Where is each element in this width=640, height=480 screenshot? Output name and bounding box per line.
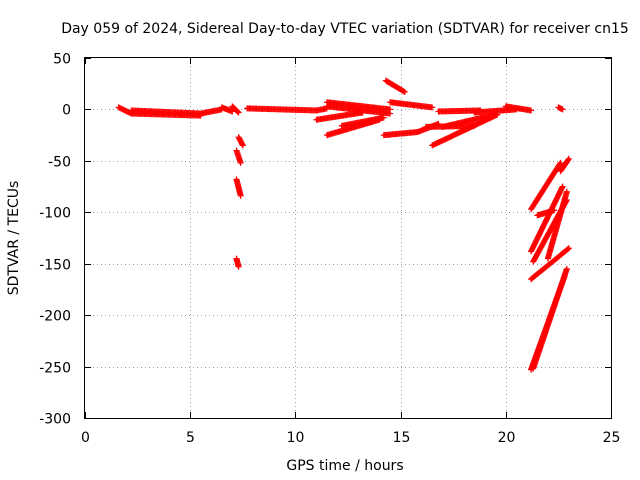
- data-point: [563, 265, 570, 272]
- axis-ticks: 0 5 10 15 20 25 -300 -250 -200 -150 -100 -50 0 50: [39, 52, 620, 447]
- y-tick-label: 50: [53, 52, 71, 68]
- x-tick-label: 15: [393, 430, 411, 446]
- data-series-segment: [530, 265, 570, 372]
- data-series-segment: [233, 176, 244, 199]
- data-point: [237, 159, 244, 166]
- data-series-segment: [528, 245, 572, 283]
- data-series-segment: [218, 104, 236, 115]
- data-series-segment: [382, 77, 408, 95]
- data-series-segment: [229, 103, 242, 116]
- data-series-segment: [128, 110, 204, 119]
- data-point: [557, 159, 564, 166]
- data-point: [563, 188, 570, 195]
- data-point: [528, 107, 535, 114]
- data-point: [234, 108, 241, 115]
- x-tick-label: 10: [287, 430, 305, 446]
- data-point: [237, 192, 244, 199]
- chart-title: Day 059 of 2024, Sidereal Day-to-day VTE…: [61, 21, 629, 37]
- y-tick-label: 0: [62, 103, 71, 119]
- data-point: [401, 88, 408, 95]
- data-series-segment: [557, 155, 572, 175]
- grid: [85, 58, 611, 418]
- y-tick-label: -300: [39, 412, 71, 428]
- data-point: [359, 109, 366, 116]
- y-tick-label: -100: [39, 206, 71, 222]
- data-point: [565, 155, 572, 162]
- data-series-segment: [544, 188, 570, 262]
- data-series-segment: [528, 159, 564, 213]
- y-tick-label: -200: [39, 309, 71, 325]
- data-series-segment: [313, 109, 366, 123]
- x-axis-label: GPS time / hours: [286, 458, 403, 474]
- data-point: [559, 106, 566, 113]
- data-series-segment: [380, 129, 421, 139]
- data-point: [235, 263, 242, 270]
- data-point: [235, 109, 242, 116]
- data-point: [551, 207, 558, 214]
- data-series-segment: [233, 147, 244, 166]
- data-series-segment: [235, 134, 246, 149]
- data-point: [239, 142, 246, 149]
- data-point: [564, 246, 571, 253]
- data-series-segment: [439, 111, 499, 130]
- data-series-segment: [338, 114, 387, 129]
- plot-frame: [84, 57, 612, 419]
- data-point: [429, 104, 436, 111]
- y-tick-label: -50: [48, 155, 71, 171]
- data-point: [387, 110, 394, 117]
- data-series-segment: [502, 103, 535, 114]
- data-series-segment: [555, 104, 566, 113]
- data-point: [559, 183, 566, 190]
- data-point: [380, 114, 387, 121]
- data-point: [556, 160, 563, 167]
- data-point: [565, 156, 572, 163]
- data-point: [565, 245, 572, 252]
- data-series-segment: [387, 99, 436, 111]
- y-axis-label: SDTVAR / TECUs: [6, 181, 22, 296]
- data-series-segment: [197, 106, 225, 117]
- data-series-segment: [534, 207, 558, 219]
- data-series-segment: [244, 105, 320, 114]
- x-tick-label: 20: [498, 430, 516, 446]
- data-series-segment: [233, 255, 242, 270]
- x-tick-label: 5: [186, 430, 195, 446]
- y-tick-label: -150: [39, 258, 71, 274]
- data-points: [115, 77, 572, 373]
- x-tick-label: 25: [603, 430, 621, 446]
- x-tick-label: 0: [81, 430, 90, 446]
- y-tick-label: -250: [39, 361, 71, 377]
